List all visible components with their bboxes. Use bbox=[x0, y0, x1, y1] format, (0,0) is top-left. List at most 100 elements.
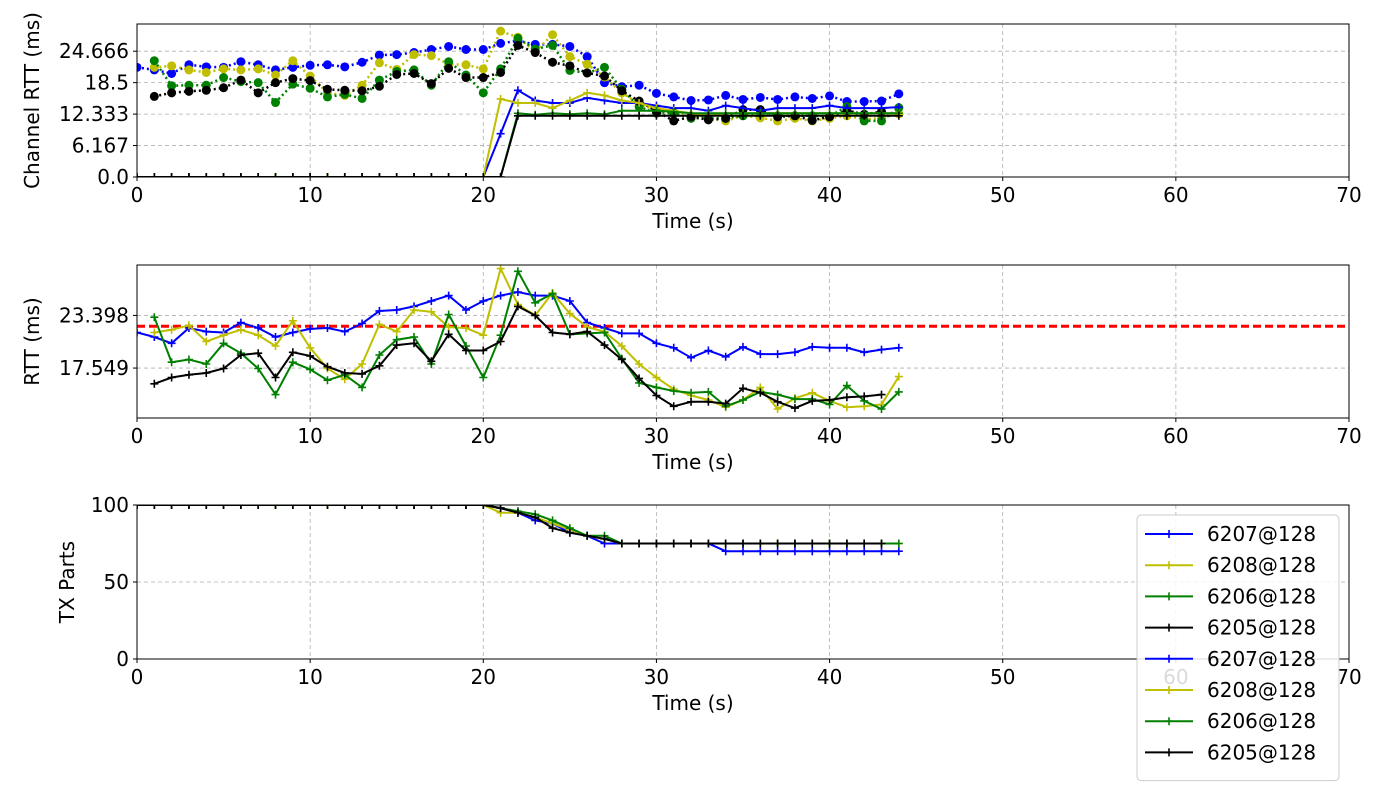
data-point bbox=[305, 60, 315, 70]
data-point bbox=[427, 297, 436, 305]
data-point bbox=[410, 173, 419, 177]
data-point bbox=[583, 111, 592, 120]
data-point bbox=[426, 51, 436, 61]
data-point bbox=[167, 173, 176, 177]
x-tick-label: 50 bbox=[990, 665, 1015, 689]
data-point bbox=[773, 547, 782, 556]
data-point bbox=[565, 330, 574, 339]
data-point bbox=[842, 111, 851, 120]
data-point bbox=[478, 64, 488, 74]
y-tick-label: 12.333 bbox=[59, 102, 129, 126]
data-point bbox=[323, 362, 332, 371]
data-point bbox=[894, 539, 903, 548]
data-point bbox=[894, 89, 904, 99]
legend-marker bbox=[1165, 592, 1173, 601]
data-point bbox=[704, 346, 713, 355]
data-point bbox=[703, 115, 713, 125]
data-point bbox=[137, 328, 141, 337]
data-point bbox=[703, 95, 713, 105]
data-point bbox=[271, 98, 281, 108]
data-point bbox=[825, 343, 834, 352]
data-point bbox=[322, 84, 332, 94]
data-point bbox=[894, 387, 903, 396]
data-point bbox=[202, 173, 211, 177]
data-point bbox=[202, 337, 211, 346]
data-point bbox=[306, 343, 315, 352]
data-point bbox=[599, 62, 609, 72]
data-point bbox=[739, 396, 747, 404]
data-point bbox=[877, 547, 886, 556]
y-tick-label: 0.0 bbox=[97, 165, 129, 189]
data-point bbox=[271, 70, 281, 80]
data-point bbox=[704, 111, 713, 120]
data-point bbox=[790, 547, 799, 556]
series-6206@128 bbox=[150, 267, 903, 413]
data-point bbox=[410, 505, 419, 509]
x-tick-label: 50 bbox=[990, 183, 1015, 207]
data-point bbox=[254, 173, 263, 177]
data-point bbox=[808, 547, 817, 556]
x-tick-label: 0 bbox=[131, 424, 144, 448]
data-point bbox=[340, 327, 349, 336]
data-point bbox=[392, 173, 401, 177]
data-point bbox=[531, 291, 540, 300]
series-6208@128 bbox=[149, 26, 904, 126]
data-point bbox=[461, 306, 470, 314]
data-point bbox=[652, 111, 661, 120]
data-point bbox=[513, 86, 522, 95]
data-point bbox=[721, 90, 731, 100]
data-point bbox=[306, 173, 315, 177]
data-point bbox=[808, 342, 817, 351]
data-point bbox=[306, 324, 315, 333]
data-point bbox=[739, 384, 747, 393]
data-point bbox=[219, 173, 228, 177]
data-point bbox=[687, 111, 696, 120]
data-point bbox=[236, 57, 246, 67]
data-point bbox=[825, 396, 834, 404]
data-point bbox=[635, 360, 644, 368]
plot-area bbox=[137, 26, 904, 177]
x-axis-label: Time (s) bbox=[651, 691, 733, 715]
data-point bbox=[652, 539, 661, 548]
legend-marker bbox=[1165, 748, 1173, 757]
data-point bbox=[583, 88, 592, 97]
data-point bbox=[150, 328, 159, 337]
data-point bbox=[652, 383, 661, 392]
data-point bbox=[669, 92, 679, 102]
data-point bbox=[479, 373, 488, 382]
data-point bbox=[461, 60, 471, 70]
data-point bbox=[340, 85, 350, 95]
data-point bbox=[427, 173, 436, 177]
data-point bbox=[600, 328, 609, 337]
y-tick-label: 0 bbox=[116, 647, 129, 671]
data-point bbox=[375, 306, 384, 315]
data-point bbox=[842, 343, 851, 352]
x-tick-label: 0 bbox=[131, 665, 144, 689]
data-point bbox=[721, 399, 730, 408]
data-point bbox=[167, 339, 176, 348]
data-point bbox=[375, 351, 384, 359]
data-point bbox=[548, 111, 557, 120]
data-point bbox=[531, 99, 540, 108]
data-point bbox=[271, 333, 280, 341]
data-point bbox=[184, 86, 194, 96]
data-point bbox=[860, 348, 869, 357]
data-point bbox=[375, 320, 384, 329]
data-point bbox=[184, 370, 193, 379]
data-point bbox=[306, 365, 315, 374]
data-point bbox=[565, 111, 574, 120]
data-point bbox=[236, 325, 245, 334]
data-point bbox=[374, 58, 384, 68]
data-point bbox=[167, 81, 177, 91]
legend-item: 6208@128 bbox=[1145, 678, 1316, 702]
data-point bbox=[617, 342, 626, 350]
data-point bbox=[254, 505, 263, 509]
data-point bbox=[635, 374, 644, 383]
data-point bbox=[773, 350, 782, 359]
data-point bbox=[859, 97, 869, 107]
legend-item: 6205@128 bbox=[1145, 740, 1316, 764]
data-point bbox=[322, 60, 332, 70]
data-point bbox=[288, 328, 297, 337]
data-point bbox=[271, 505, 280, 509]
